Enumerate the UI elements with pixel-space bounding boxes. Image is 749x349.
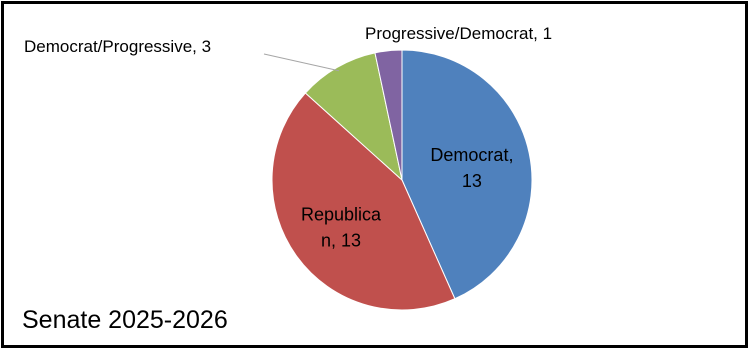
pie-slice-republican: [271, 92, 456, 311]
leader-line-democrat-progressive: [263, 53, 340, 72]
slice-label-republican: Republica n, 13: [301, 204, 382, 250]
chart-title: Senate 2025-2026: [22, 306, 228, 334]
pie-labels: Democrat, 13 Republica n, 13 Democrat/Progre…: [24, 24, 552, 250]
pie-slices: [271, 49, 533, 311]
slice-label-democrat-progressive: Democrat/Progressive, 3: [24, 37, 211, 56]
pie-slice-democrat: [401, 49, 533, 300]
slice-label-progressive-democrat: Progressive/Democrat, 1: [365, 24, 552, 43]
slice-label-democrat: Democrat, 13: [430, 145, 513, 191]
pie-slice-democrat-progressive: [304, 52, 403, 182]
pie-slice-progressive-democrat: [374, 49, 403, 181]
